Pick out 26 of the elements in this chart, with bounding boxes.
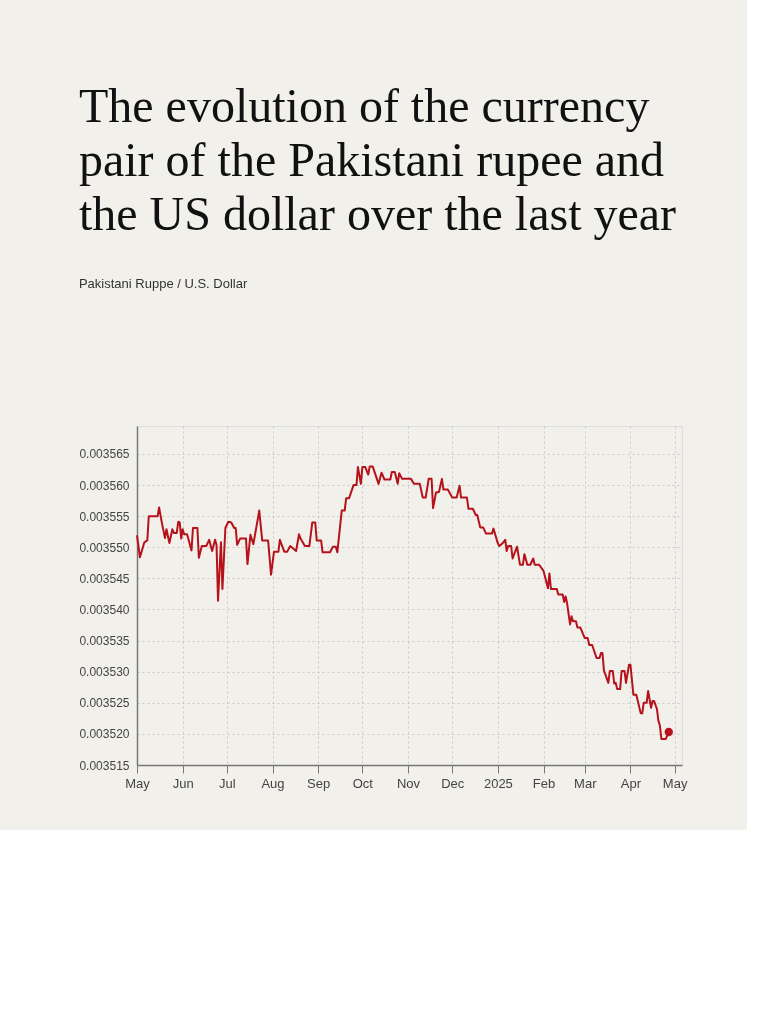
x-tick-label: May [125,775,151,791]
y-tick-label: 0.003540 [79,603,130,617]
x-tick-label: Oct [352,775,374,791]
y-tick-label: 0.003550 [79,540,130,555]
x-tick-label: Apr [620,775,642,791]
y-tick-label: 0.003535 [79,634,130,649]
y-tick-label: 0.003515 [79,758,130,773]
x-tick-label: Nov [396,775,421,791]
x-tick-label: May [662,775,688,791]
y-tick-label: 0.003560 [79,478,130,493]
y-tick-label: 0.003530 [79,665,130,680]
x-tick-label: Dec [441,775,465,791]
y-tick-label: 0.003520 [79,727,130,742]
x-tick-label: Feb [532,775,556,791]
chart-title: The evolution of the currency pair of the Pakistani rupee and the US dollar over the last year [78,79,677,240]
x-tick-label: Jun [172,775,194,791]
y-tick-label: 0.003525 [79,696,130,711]
y-tick-label: 0.003565 [79,447,130,462]
x-tick-label: Mar [574,775,598,791]
x-tick-label: 2025 [483,775,513,791]
x-tick-label: Jul [219,775,236,791]
y-tick-label: 0.003545 [79,571,130,586]
y-tick-label: 0.003555 [79,509,130,524]
chart-subtitle: Pakistani Ruppe / U.S. Dollar [78,276,248,291]
x-tick-label: Aug [261,775,285,791]
x-tick-label: Sep [307,775,331,791]
